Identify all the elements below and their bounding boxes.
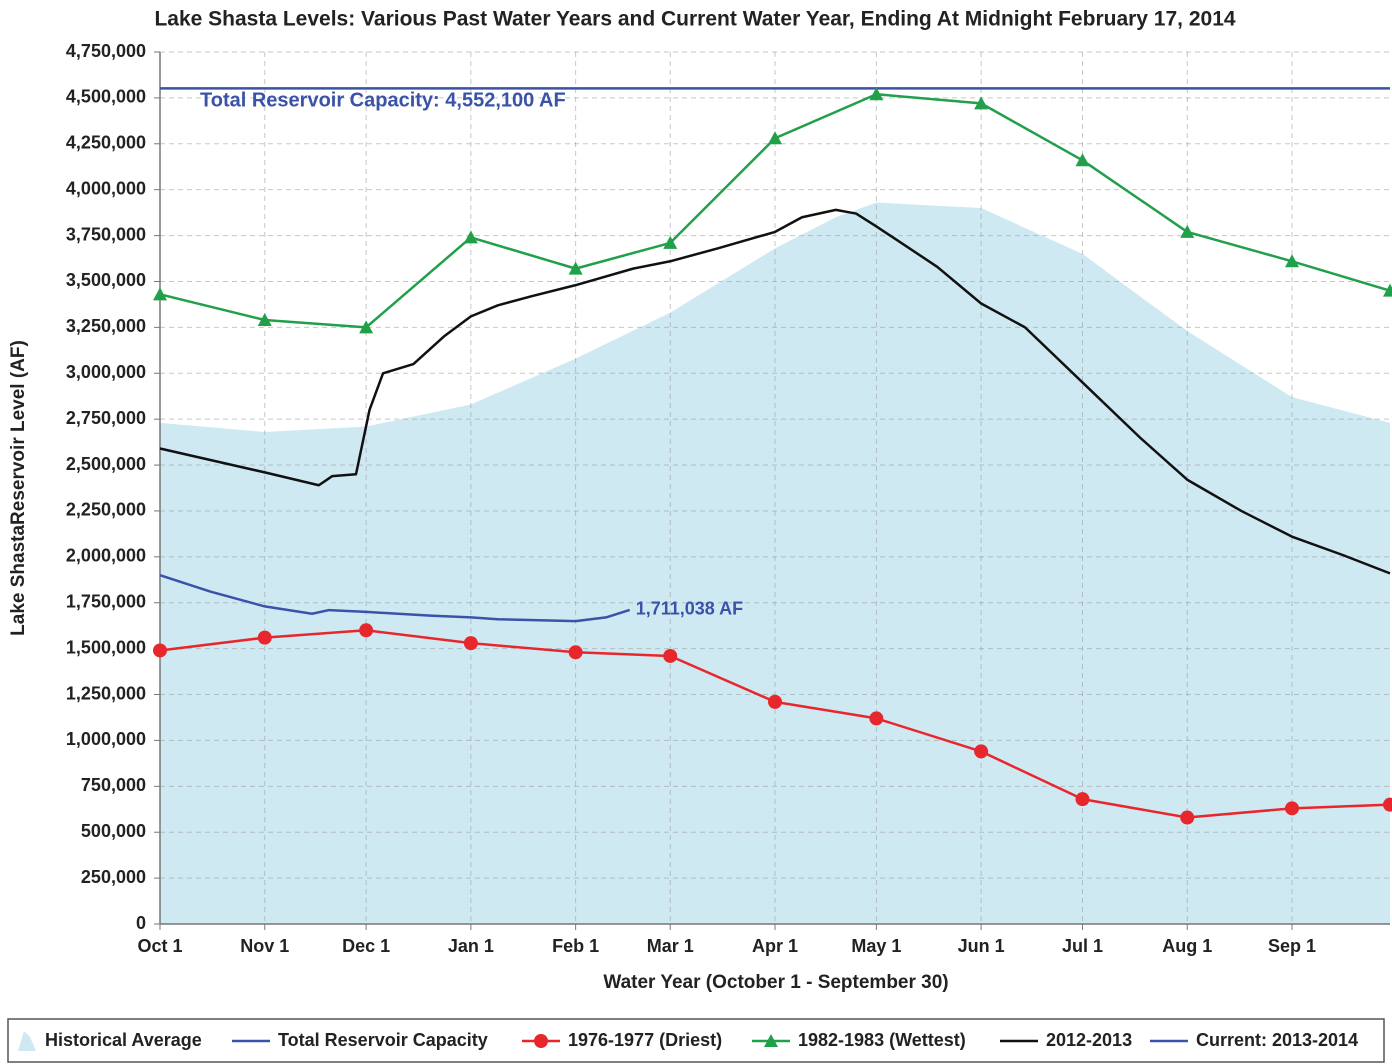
x-tick-label: Feb 1 — [552, 936, 599, 956]
legend-label: Current: 2013-2014 — [1196, 1030, 1358, 1050]
point — [463, 230, 478, 244]
x-tick-label: Dec 1 — [342, 936, 390, 956]
point — [1285, 254, 1300, 268]
legend-label: Total Reservoir Capacity — [278, 1030, 488, 1050]
point — [663, 235, 678, 249]
x-tick-label: Sep 1 — [1268, 936, 1316, 956]
point — [1075, 153, 1090, 167]
point — [359, 623, 374, 638]
y-tick-label: 0 — [136, 913, 146, 933]
y-tick-label: 2,250,000 — [66, 500, 146, 520]
y-tick-label: 2,000,000 — [66, 546, 146, 566]
y-tick-label: 250,000 — [81, 867, 146, 887]
x-tick-label: Nov 1 — [240, 936, 289, 956]
y-tick-label: 1,000,000 — [66, 729, 146, 749]
y-tick-label: 3,500,000 — [66, 270, 146, 290]
y-tick-label: 750,000 — [81, 775, 146, 795]
point — [1075, 792, 1090, 807]
legend-label: 2012-2013 — [1046, 1030, 1132, 1050]
point — [257, 313, 272, 327]
legend-marker — [764, 1034, 778, 1047]
x-tick-label: May 1 — [851, 936, 901, 956]
y-tick-label: 4,500,000 — [66, 87, 146, 107]
point — [869, 711, 884, 726]
point — [663, 648, 678, 663]
point — [568, 261, 583, 275]
annotation: 1,711,038 AF — [636, 599, 743, 619]
y-tick-label: 3,750,000 — [66, 224, 146, 244]
point — [1180, 224, 1195, 238]
y-axis-title: Lake ShastaReservoir Level (AF) — [8, 340, 29, 636]
x-tick-label: Oct 1 — [137, 936, 182, 956]
line — [159, 208, 1391, 575]
point — [869, 87, 884, 101]
point — [974, 96, 989, 110]
point — [768, 131, 782, 145]
point — [1180, 810, 1195, 825]
chart-title: Lake Shasta Levels: Various Past Water Y… — [154, 8, 1235, 31]
x-tick-label: Jan 1 — [448, 936, 494, 956]
point — [153, 287, 167, 301]
y-tick-label: 1,750,000 — [66, 591, 146, 611]
y-tick-label: 4,750,000 — [66, 41, 146, 61]
legend-swatch — [18, 1031, 36, 1051]
line — [159, 574, 631, 623]
point — [359, 320, 374, 334]
legend-box — [7, 1018, 1385, 1063]
legend-label: Historical Average — [45, 1030, 202, 1050]
point — [1383, 283, 1392, 297]
y-tick-label: 2,500,000 — [66, 454, 146, 474]
y-tick-label: 4,250,000 — [66, 133, 146, 153]
point — [1383, 797, 1392, 812]
point — [1285, 801, 1300, 816]
x-tick-label: Jul 1 — [1062, 936, 1103, 956]
x-axis-title: Water Year (October 1 - September 30) — [603, 972, 948, 993]
y-tick-label: 4,000,000 — [66, 178, 146, 198]
y-tick-label: 1,250,000 — [66, 683, 146, 703]
x-tick-label: Apr 1 — [752, 936, 798, 956]
annotation: Total Reservoir Capacity: 4,552,100 AF — [200, 90, 566, 112]
x-tick-label: Aug 1 — [1162, 936, 1212, 956]
y-tick-label: 3,250,000 — [66, 316, 146, 336]
x-tick-label: Mar 1 — [647, 936, 694, 956]
y-tick-label: 3,000,000 — [66, 362, 146, 382]
point — [153, 643, 167, 658]
x-tick-label: Jun 1 — [958, 936, 1005, 956]
point — [463, 636, 478, 651]
point — [974, 744, 989, 759]
legend-marker — [534, 1034, 548, 1048]
y-tick-label: 1,500,000 — [66, 637, 146, 657]
point — [568, 645, 583, 660]
y-tick-label: 500,000 — [81, 821, 146, 841]
legend-label: 1982-1983 (Wettest) — [798, 1030, 966, 1050]
point — [768, 694, 782, 709]
legend-label: 1976-1977 (Driest) — [568, 1030, 722, 1050]
point — [257, 630, 272, 645]
y-tick-label: 2,750,000 — [66, 408, 146, 428]
